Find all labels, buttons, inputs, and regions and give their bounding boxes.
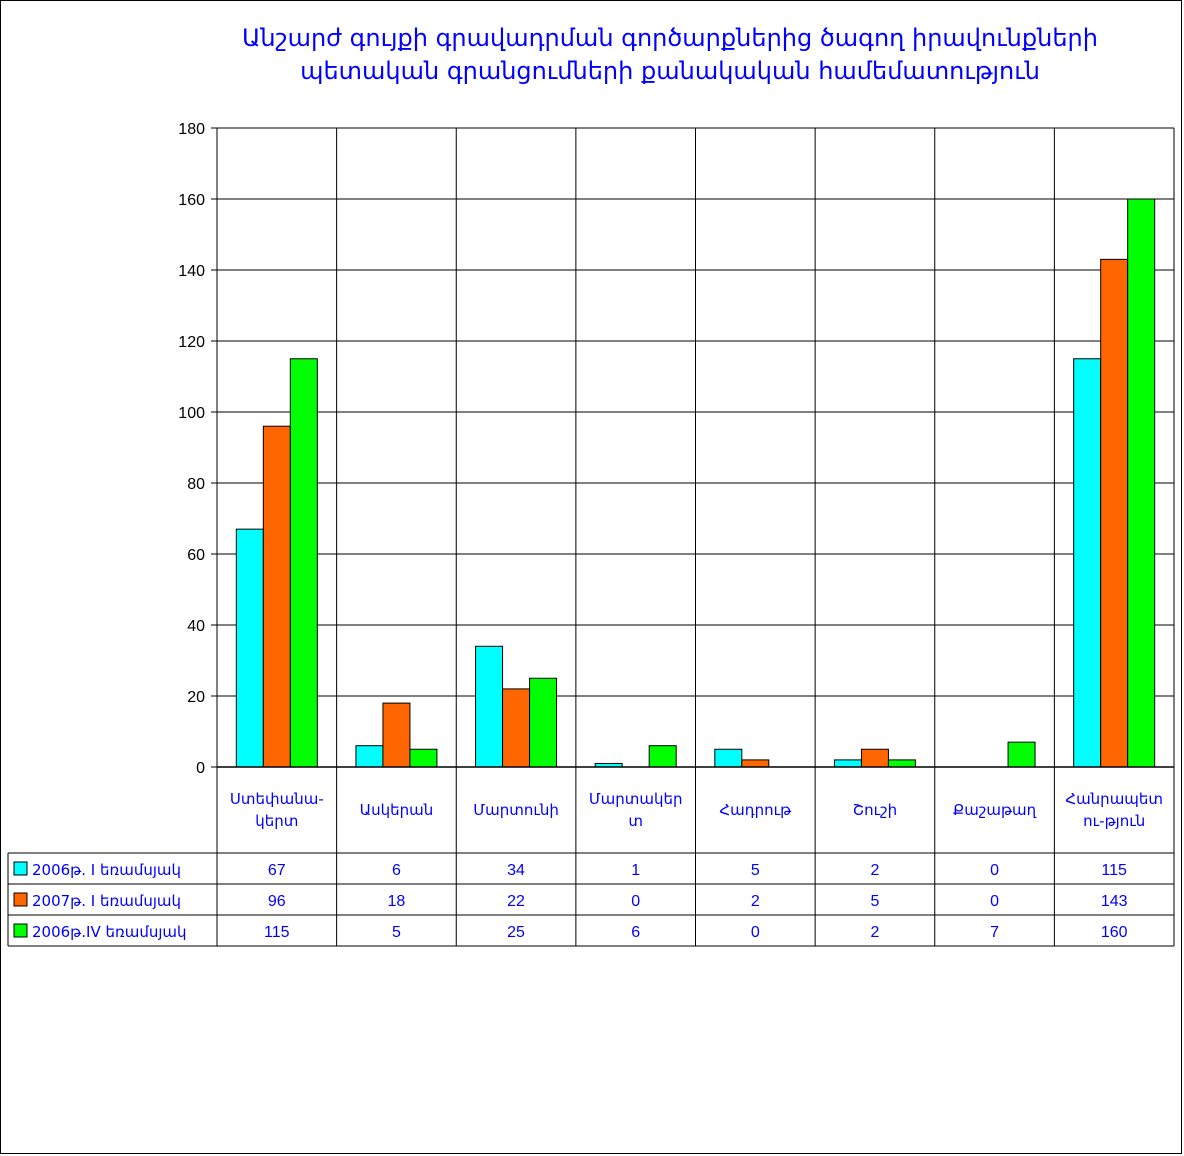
data-label: 96 — [268, 893, 286, 910]
bar — [833, 759, 862, 768]
legend-entry: 2006թ.IV եռամսյակ — [32, 923, 187, 941]
data-label: 143 — [1101, 893, 1128, 910]
data-label: 0 — [990, 862, 999, 879]
data-label: 2 — [751, 893, 760, 910]
data-label: 18 — [388, 893, 406, 910]
y-tick-label: 60 — [187, 547, 205, 564]
category-label: Ստեփանա- — [230, 790, 324, 808]
bar — [382, 702, 411, 768]
bar — [409, 748, 438, 768]
chart-title: Անշարժ գույքի գրավադրման գործարքներից ծա… — [242, 24, 1098, 85]
y-tick-label: 180 — [178, 121, 205, 138]
bar — [741, 759, 770, 768]
y-tick-label: 100 — [178, 405, 205, 422]
category-label: Քաշաթաղ — [953, 801, 1037, 819]
bar — [355, 745, 384, 768]
bar — [714, 748, 743, 768]
legend-swatch — [13, 861, 28, 876]
data-label: 7 — [990, 924, 999, 941]
category-label: Մարտունի — [473, 801, 559, 819]
data-label: 67 — [268, 862, 286, 879]
bar — [1127, 198, 1156, 768]
data-label: 34 — [507, 862, 525, 879]
category-label: Ասկերան — [360, 801, 434, 819]
data-label: 25 — [507, 924, 525, 941]
legend-swatch — [13, 923, 28, 938]
data-label: 6 — [631, 924, 640, 941]
bar — [887, 759, 916, 768]
y-tick-label: 0 — [196, 760, 205, 777]
data-label: 22 — [507, 893, 525, 910]
data-label: 115 — [264, 924, 290, 941]
bar — [1007, 741, 1036, 768]
data-label: 115 — [1101, 862, 1127, 879]
bar — [475, 645, 504, 768]
category-label: Շուշի — [853, 801, 897, 819]
category-label: ու-թյուն — [1083, 812, 1145, 830]
data-label: 0 — [631, 893, 640, 910]
data-label: 5 — [392, 924, 401, 941]
category-label: տ — [628, 812, 643, 830]
y-tick-label: 120 — [178, 334, 205, 351]
bar — [262, 425, 291, 768]
y-tick-label: 80 — [187, 476, 205, 493]
bar — [502, 688, 531, 768]
category-label: Հադրութ — [719, 801, 792, 819]
data-label: 6 — [392, 862, 401, 879]
category-label: Մարտակեր — [589, 790, 683, 808]
bar — [289, 358, 318, 768]
data-label: 2 — [870, 924, 879, 941]
y-tick-label: 40 — [187, 618, 205, 635]
data-label: 0 — [990, 893, 999, 910]
bar — [648, 745, 677, 768]
category-label: կերտ — [255, 812, 298, 830]
legend-swatch — [13, 892, 28, 907]
bar — [1100, 258, 1129, 768]
data-label: 5 — [751, 862, 760, 879]
data-label: 0 — [751, 924, 760, 941]
y-tick-label: 140 — [178, 263, 205, 280]
data-label: 1 — [631, 862, 640, 879]
bar — [860, 748, 889, 768]
data-label: 160 — [1101, 924, 1128, 941]
category-label: Հանրապետ — [1065, 790, 1163, 808]
legend-entry: 2007թ. I եռամսյակ — [32, 892, 181, 910]
y-tick-label: 20 — [187, 689, 205, 706]
bar — [235, 528, 264, 768]
data-label: 5 — [870, 893, 879, 910]
legend-entry: 2006թ. I եռամսյակ — [32, 861, 181, 879]
y-tick-label: 160 — [178, 192, 205, 209]
bar — [529, 677, 558, 768]
data-label: 2 — [870, 862, 879, 879]
bar — [1073, 358, 1102, 768]
